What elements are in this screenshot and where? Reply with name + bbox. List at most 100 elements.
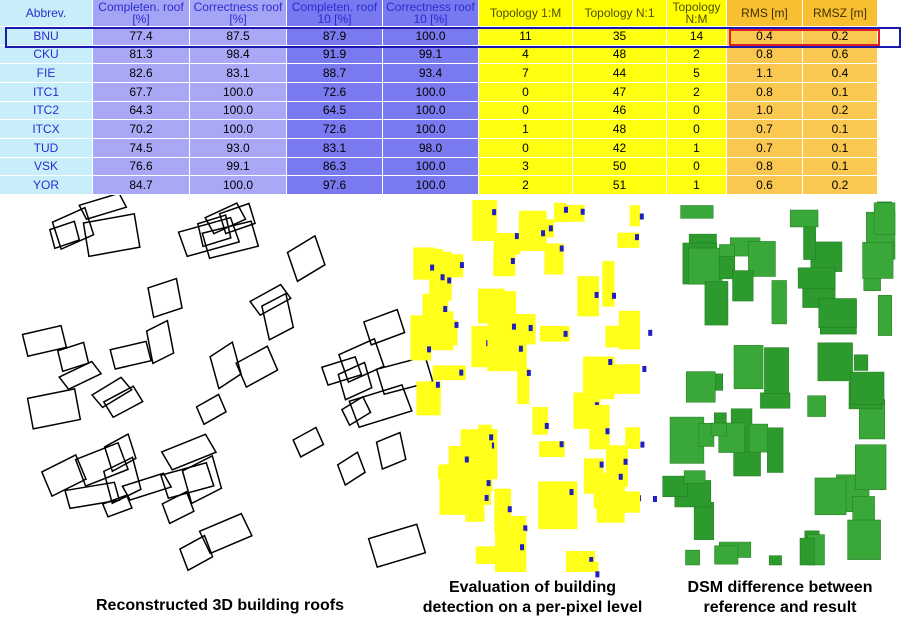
row-label: FIE xyxy=(0,64,93,83)
header-cell: Correctness roof [%] xyxy=(190,0,287,27)
detection-block xyxy=(613,364,640,394)
roof-outline xyxy=(201,220,260,260)
header-cell: Topology N:M xyxy=(667,0,727,27)
data-cell: 87.9 xyxy=(287,27,383,46)
row-label: VSK xyxy=(0,157,93,177)
detection-error xyxy=(559,441,564,448)
data-cell: 64.5 xyxy=(287,101,383,121)
data-cell: 100.0 xyxy=(190,176,287,195)
data-cell: 14 xyxy=(667,27,727,46)
roof-outline xyxy=(51,206,95,251)
caption: Reconstructed 3D building roofs xyxy=(40,596,400,616)
dsm-block xyxy=(688,247,723,285)
dsm-block xyxy=(873,202,896,235)
roof-outline xyxy=(177,216,241,258)
roof-outline xyxy=(78,192,128,221)
data-cell: 48 xyxy=(573,120,667,139)
data-cell: 0.6 xyxy=(727,176,803,195)
detection-error xyxy=(652,495,657,502)
roof-outline xyxy=(261,292,295,341)
roof-outline xyxy=(336,451,367,487)
detection-error xyxy=(514,233,519,240)
data-cell: 100.0 xyxy=(383,120,479,139)
data-cell: 0.7 xyxy=(727,120,803,139)
data-cell: 1 xyxy=(667,176,727,195)
data-cell: 46 xyxy=(573,101,667,121)
detection-error xyxy=(490,442,495,449)
data-cell: 1.1 xyxy=(727,64,803,83)
detection-block xyxy=(618,310,640,350)
data-cell: 2 xyxy=(479,176,573,195)
detection-block xyxy=(602,261,615,307)
roof-outline xyxy=(102,456,142,505)
detection-error xyxy=(526,369,531,376)
data-cell: 100.0 xyxy=(190,120,287,139)
data-cell: 4 xyxy=(479,45,573,65)
roof-outline xyxy=(292,426,325,458)
roof-outline xyxy=(367,523,427,569)
roof-outline xyxy=(101,494,133,518)
detection-block xyxy=(583,561,599,572)
dsm-block xyxy=(685,549,700,566)
data-cell: 0.7 xyxy=(727,139,803,158)
data-cell: 2 xyxy=(667,83,727,102)
row-label: ITCX xyxy=(0,120,93,139)
detection-error xyxy=(435,381,440,388)
data-cell: 74.5 xyxy=(93,139,190,158)
detection-error xyxy=(595,571,600,578)
detection-block xyxy=(494,488,512,533)
data-cell: 77.4 xyxy=(93,27,190,46)
detection-block xyxy=(565,204,585,222)
roof-outline xyxy=(198,512,253,555)
data-cell: 0.6 xyxy=(803,45,878,65)
roof-outline xyxy=(348,384,413,429)
detection-block xyxy=(577,276,599,317)
dsm-block xyxy=(818,298,857,328)
detection-block xyxy=(517,367,530,405)
data-cell: 7 xyxy=(479,64,573,83)
detection-error xyxy=(594,291,599,298)
detection-error xyxy=(510,258,515,265)
data-cell: 67.7 xyxy=(93,83,190,102)
caption: DSM difference between reference and resu… xyxy=(655,578,905,617)
header-cell: Topology N:1 xyxy=(573,0,667,27)
header-cell: RMSZ [m] xyxy=(803,0,878,27)
dsm-block xyxy=(768,555,782,566)
detection-block xyxy=(589,404,610,450)
data-cell: 51 xyxy=(573,176,667,195)
roof-outline xyxy=(195,393,228,426)
dsm-block xyxy=(789,209,819,228)
data-cell: 3 xyxy=(479,157,573,177)
roof-outline xyxy=(40,453,87,498)
detection-block xyxy=(544,243,564,275)
detection-error xyxy=(507,506,512,513)
detection-block xyxy=(539,441,565,457)
dsm-block xyxy=(710,422,727,437)
data-cell: 0.1 xyxy=(803,83,878,102)
roof-outline xyxy=(178,534,214,572)
header-cell: Completen. roof [%] xyxy=(93,0,190,27)
dsm-block xyxy=(704,281,729,326)
data-cell: 5 xyxy=(667,64,727,83)
data-cell: 82.6 xyxy=(93,64,190,83)
detection-block xyxy=(532,407,548,435)
detection-block xyxy=(553,202,567,223)
data-cell: 93.4 xyxy=(383,64,479,83)
roof-outline xyxy=(145,319,175,365)
data-cell: 97.6 xyxy=(287,176,383,195)
data-cell: 47 xyxy=(573,83,667,102)
data-cell: 91.9 xyxy=(287,45,383,65)
roof-outline xyxy=(338,337,385,384)
detection-block xyxy=(410,315,432,361)
detection-error xyxy=(639,213,644,220)
detection-error xyxy=(580,208,585,215)
data-cell: 88.7 xyxy=(287,64,383,83)
data-cell: 2 xyxy=(667,45,727,65)
detection-error xyxy=(563,206,568,213)
detection-error xyxy=(459,369,464,376)
detection-error xyxy=(559,245,564,252)
dsm-block xyxy=(669,416,705,464)
dsm-block xyxy=(799,537,815,566)
header-cell: RMS [m] xyxy=(727,0,803,27)
